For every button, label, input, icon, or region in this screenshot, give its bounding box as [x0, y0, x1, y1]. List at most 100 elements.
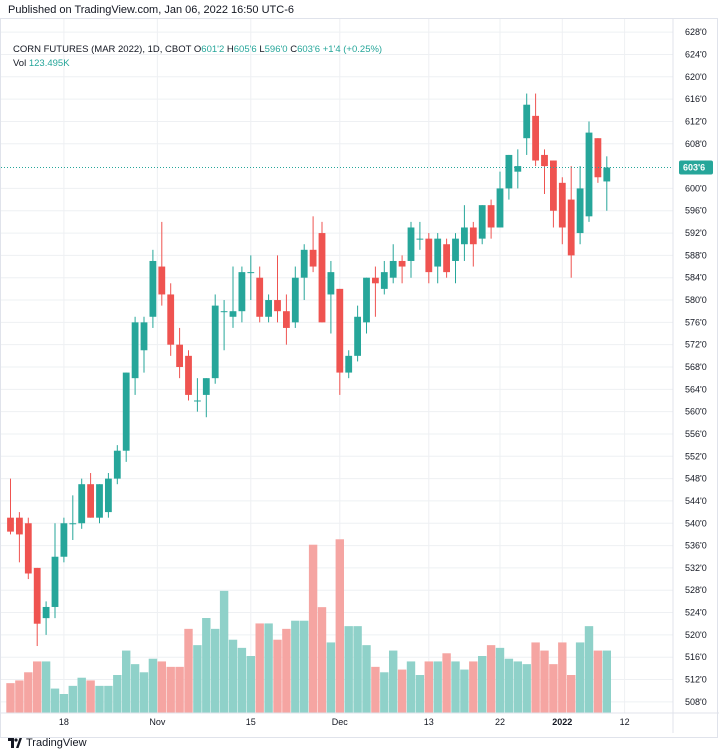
volume-bar	[593, 650, 603, 713]
candle-body	[567, 199, 575, 256]
candle-body	[389, 260, 397, 278]
y-tick-label: 524'0	[685, 608, 707, 618]
volume-row: Vol 123.495K	[13, 57, 382, 71]
y-tick-label: 572'0	[685, 340, 707, 350]
volume-bar	[602, 650, 611, 713]
y-tick-label: 600'0	[685, 183, 707, 193]
volume-bar	[255, 623, 264, 713]
candle-body	[202, 378, 210, 395]
volume-bar	[291, 620, 300, 713]
candle-body	[158, 266, 166, 295]
y-tick-label: 620'0	[685, 72, 707, 82]
x-tick-label: 2022	[552, 717, 572, 727]
candle-body	[434, 238, 442, 267]
volume-bar	[460, 669, 469, 713]
volume-bar	[24, 672, 33, 713]
volume-bar	[122, 650, 131, 713]
volume-bar	[184, 628, 193, 713]
volume-bar	[50, 688, 60, 713]
low-label: L	[259, 44, 265, 55]
y-tick-label: 628'0	[685, 27, 707, 37]
volume-bar	[113, 675, 122, 713]
volume-bar	[575, 642, 585, 713]
close-label: C	[290, 44, 298, 55]
y-tick-label: 540'0	[685, 518, 707, 528]
y-tick-label: 512'0	[685, 675, 707, 685]
candle-body	[176, 344, 183, 367]
volume-bar	[211, 628, 220, 713]
candle-body	[300, 249, 308, 278]
symbol-label: CORN FUTURES (MAR 2022), 1D, CBOT	[13, 44, 192, 55]
candle-body	[211, 305, 219, 379]
candle-body	[247, 272, 255, 274]
y-tick-label: 568'0	[685, 362, 707, 372]
candle-body	[256, 277, 264, 317]
candle-body	[487, 205, 495, 228]
candle-body	[523, 104, 531, 139]
y-tick-label: 596'0	[685, 206, 707, 216]
volume-bar	[558, 642, 567, 713]
y-tick-label: 580'0	[685, 295, 707, 305]
candle-body	[16, 517, 23, 535]
y-tick-label: 508'0	[685, 697, 707, 707]
candle-body	[265, 300, 272, 317]
change-value: +1'4 (+0.25%)	[322, 44, 383, 55]
candle-body	[469, 227, 477, 245]
open-value: 601'2	[201, 44, 225, 55]
y-tick-label: 548'0	[685, 474, 707, 484]
candle-body	[558, 182, 566, 228]
candle-body	[550, 160, 557, 211]
candle-body	[274, 300, 281, 312]
candle-body	[309, 249, 317, 267]
candle-body	[425, 238, 433, 273]
y-tick-label: 608'0	[685, 139, 707, 149]
close-value: 603'6	[297, 44, 321, 55]
tradingview-logo-icon	[8, 738, 22, 748]
y-tick-label: 516'0	[685, 652, 707, 662]
volume-bar	[380, 672, 389, 713]
candle-body	[576, 188, 584, 234]
footer: TradingView	[8, 737, 87, 749]
candle-body	[87, 484, 94, 518]
candle-body	[345, 355, 353, 373]
volume-bar	[397, 669, 407, 713]
candle-body	[42, 606, 50, 619]
price-chart[interactable]: 508'0 512'0 516'0 520'0 524'0 528'0 532'0 536'0…	[1, 19, 719, 739]
y-tick-label: 528'0	[685, 585, 707, 595]
x-tick-label: 13	[424, 717, 434, 727]
y-tick-label: 560'0	[685, 407, 707, 417]
volume-bar	[273, 639, 282, 713]
y-tick-label: 624'0	[685, 49, 707, 59]
volume-bar	[300, 620, 309, 713]
y-tick-label: 520'0	[685, 630, 707, 640]
candle-body	[220, 311, 228, 313]
candle-body	[167, 294, 175, 345]
candle-body	[443, 244, 450, 273]
volume-bar	[166, 666, 175, 713]
candle-body	[407, 227, 415, 261]
volume-bar	[77, 677, 86, 713]
volume-bar	[130, 664, 140, 713]
y-tick-label: 552'0	[685, 451, 707, 461]
volume-bar	[95, 685, 104, 713]
y-tick-label: 588'0	[685, 250, 707, 260]
x-tick-label: 12	[620, 717, 630, 727]
y-tick-label: 612'0	[685, 116, 707, 126]
chart-frame[interactable]: 508'0 512'0 516'0 520'0 524'0 528'0 532'0 536'0…	[0, 18, 719, 739]
candle-body	[105, 478, 112, 513]
candle-body	[149, 260, 157, 317]
x-tick-label: 22	[495, 717, 505, 727]
volume-bar	[362, 645, 371, 713]
candle-body	[398, 260, 406, 267]
volume-bar	[326, 642, 336, 713]
candle-body	[336, 288, 344, 373]
candle-body	[372, 277, 379, 284]
volume-bar	[344, 626, 353, 713]
candle-body	[69, 523, 77, 525]
y-tick-label: 584'0	[685, 273, 707, 283]
published-note: Published on TradingView.com, Jan 06, 20…	[8, 4, 294, 16]
candle-body	[140, 322, 148, 351]
candle-body	[478, 205, 486, 239]
volume-bar	[549, 664, 558, 713]
candle-body	[461, 227, 468, 245]
